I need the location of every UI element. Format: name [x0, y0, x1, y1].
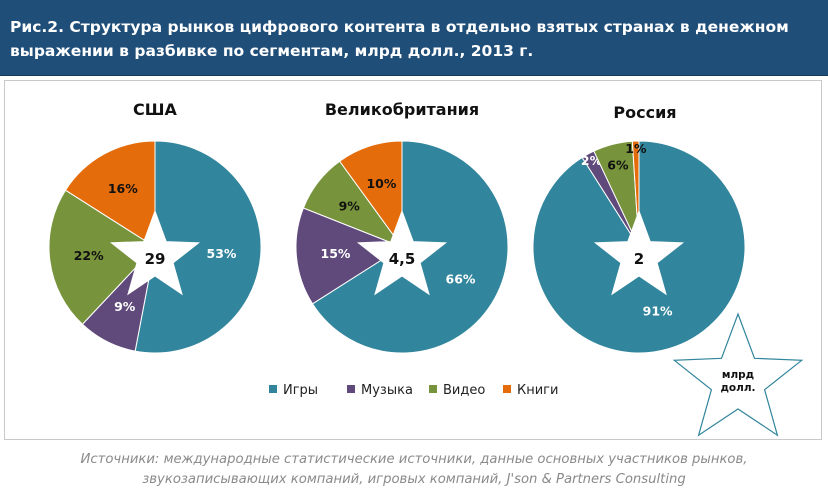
legend-swatch-books: [503, 385, 511, 393]
pie-total-usa: 29: [145, 250, 166, 268]
source-line-1: Источники: международные статистические …: [80, 452, 748, 467]
pie-total-russia: 2: [634, 250, 644, 268]
pie-label-usa-video: 22%: [74, 248, 104, 263]
pie-label-uk-video: 9%: [339, 199, 361, 214]
legend-label-games: Игры: [283, 383, 318, 398]
pie-slice-usa-books: [64, 140, 156, 248]
total-star-uk: [356, 209, 448, 296]
pie-slice-usa-games: [134, 140, 262, 354]
legend-swatch-music: [347, 385, 355, 393]
pie-label-usa-music: 9%: [114, 299, 136, 314]
pie-title-usa: США: [133, 100, 178, 119]
pie-title-uk: Великобритания: [325, 100, 479, 119]
figure-header: Рис.2. Структура рынков цифрового контен…: [0, 0, 828, 76]
pie-label-usa-books: 16%: [108, 181, 138, 196]
pie-label-usa-games: 53%: [207, 246, 237, 261]
figure-title-line-1: Рис.2. Структура рынков цифрового контен…: [10, 18, 789, 36]
source-note: Источники: международные статистические …: [0, 450, 828, 490]
legend-swatch-video: [429, 385, 437, 393]
unit-star-line-1: млрд: [722, 369, 754, 381]
total-star-russia: [593, 209, 685, 296]
legend-label-video: Видео: [443, 383, 485, 398]
pie-charts-canvas: 53% 9% 22% 16% США 29 66% 15% 9% 10% Великобритани…: [48, 100, 804, 437]
source-line-2: звукозаписывающих компаний, игровых комп…: [142, 472, 686, 487]
pie-title-russia: Россия: [613, 103, 676, 122]
total-star-usa: [109, 209, 201, 296]
pie-label-russia-books: 1%: [625, 141, 647, 156]
legend-label-music: Музыка: [361, 383, 413, 398]
pie-label-uk-music: 15%: [321, 246, 351, 261]
figure-title-line-2: выражении в разбивке по сегментам, млрд …: [10, 42, 534, 60]
legend-swatch-games: [269, 385, 277, 393]
pie-total-uk: 4,5: [389, 250, 416, 268]
legend-label-books: Книги: [517, 383, 558, 398]
unit-star-line-2: долл.: [720, 382, 755, 394]
pie-label-russia-video: 6%: [607, 157, 629, 172]
pie-label-russia-games: 91%: [643, 304, 673, 319]
chart-panel: 53% 9% 22% 16% США 29 66% 15% 9% 10% Великобритани…: [4, 80, 822, 440]
pie-label-uk-games: 66%: [446, 272, 476, 287]
pie-slice-uk-music: [295, 207, 404, 305]
unit-star: [672, 312, 804, 437]
pie-label-uk-books: 10%: [366, 176, 396, 191]
pie-slice-uk-books: [338, 140, 403, 249]
pie-slice-usa-video: [48, 189, 156, 325]
